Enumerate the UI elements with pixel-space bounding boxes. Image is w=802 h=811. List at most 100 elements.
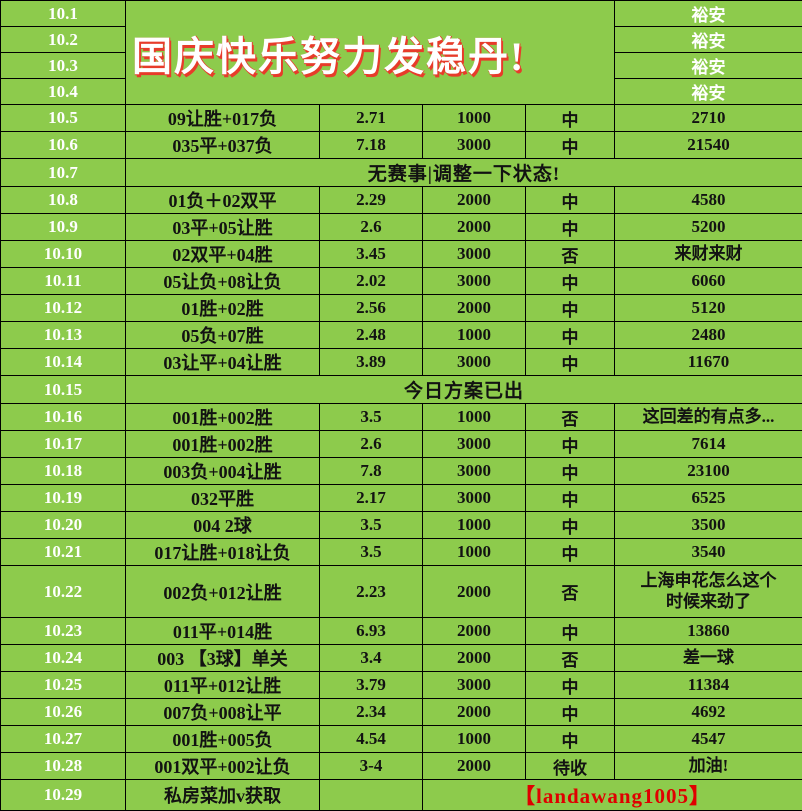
holiday-banner-title: 国庆快乐努力发稳丹! — [126, 1, 615, 105]
bet-cell: 007负+008让平 — [126, 699, 320, 726]
odds-cell: 2.29 — [320, 187, 423, 214]
footer-contact-cell: 私房菜加v获取 — [126, 780, 320, 811]
result-cell: 中 — [526, 187, 615, 214]
notice-cell: 今日方案已出 — [126, 376, 802, 404]
payout-cell: 差一球 — [615, 645, 802, 672]
date-cell: 10.26 — [1, 699, 126, 726]
payout-cell: 加油! — [615, 753, 802, 780]
payout-cell: 2480 — [615, 322, 802, 349]
date-cell: 10.7 — [1, 159, 126, 187]
payout-cell: 13860 — [615, 618, 802, 645]
date-cell: 10.23 — [1, 618, 126, 645]
odds-cell: 3-4 — [320, 753, 423, 780]
stake-cell: 3000 — [423, 241, 526, 268]
stake-cell: 2000 — [423, 645, 526, 672]
date-cell: 10.18 — [1, 458, 126, 485]
stake-cell: 3000 — [423, 132, 526, 159]
odds-cell: 7.8 — [320, 458, 423, 485]
stake-cell: 1000 — [423, 512, 526, 539]
odds-cell: 3.79 — [320, 672, 423, 699]
payout-cell: 5200 — [615, 214, 802, 241]
bet-cell: 032平胜 — [126, 485, 320, 512]
odds-cell: 6.93 — [320, 618, 423, 645]
result-cell: 中 — [526, 268, 615, 295]
payout-cell: 这回差的有点多... — [615, 404, 802, 431]
odds-cell: 3.4 — [320, 645, 423, 672]
result-cell: 中 — [526, 512, 615, 539]
odds-cell: 3.45 — [320, 241, 423, 268]
odds-cell: 3.5 — [320, 539, 423, 566]
result-cell: 中 — [526, 295, 615, 322]
bet-cell: 004 2球 — [126, 512, 320, 539]
date-cell: 10.6 — [1, 132, 126, 159]
odds-cell: 7.18 — [320, 132, 423, 159]
stake-cell: 2000 — [423, 618, 526, 645]
payout-cell: 11670 — [615, 349, 802, 376]
signature-cell: 裕安 — [615, 27, 802, 53]
odds-cell: 2.48 — [320, 322, 423, 349]
date-cell: 10.11 — [1, 268, 126, 295]
stake-cell: 3000 — [423, 349, 526, 376]
payout-cell: 6060 — [615, 268, 802, 295]
stake-cell: 2000 — [423, 187, 526, 214]
result-cell: 中 — [526, 485, 615, 512]
stake-cell: 2000 — [423, 699, 526, 726]
result-cell: 待收 — [526, 753, 615, 780]
bet-cell: 05让负+08让负 — [126, 268, 320, 295]
result-cell: 中 — [526, 132, 615, 159]
payout-cell: 4580 — [615, 187, 802, 214]
odds-cell: 2.17 — [320, 485, 423, 512]
stake-cell: 3000 — [423, 268, 526, 295]
payout-cell: 21540 — [615, 132, 802, 159]
result-cell: 中 — [526, 699, 615, 726]
odds-cell: 3.5 — [320, 404, 423, 431]
date-cell: 10.4 — [1, 79, 126, 105]
bet-cell: 02双平+04胜 — [126, 241, 320, 268]
payout-cell: 上海申花怎么这个 时候来劲了 — [615, 566, 802, 618]
stake-cell: 1000 — [423, 539, 526, 566]
bet-cell: 017让胜+018让负 — [126, 539, 320, 566]
result-cell: 中 — [526, 726, 615, 753]
bet-cell: 011平+012让胜 — [126, 672, 320, 699]
date-cell: 10.29 — [1, 780, 126, 811]
date-cell: 10.8 — [1, 187, 126, 214]
bet-cell: 001胜+002胜 — [126, 404, 320, 431]
stake-cell: 2000 — [423, 753, 526, 780]
bet-cell: 001双平+002让负 — [126, 753, 320, 780]
payout-cell: 来财来财 — [615, 241, 802, 268]
result-cell: 否 — [526, 566, 615, 618]
date-cell: 10.10 — [1, 241, 126, 268]
bet-cell: 011平+014胜 — [126, 618, 320, 645]
result-cell: 中 — [526, 539, 615, 566]
payout-cell: 4547 — [615, 726, 802, 753]
stake-cell: 2000 — [423, 566, 526, 618]
bet-cell: 003 【3球】单关 — [126, 645, 320, 672]
bet-cell: 05负+07胜 — [126, 322, 320, 349]
odds-cell: 4.54 — [320, 726, 423, 753]
stake-cell: 2000 — [423, 295, 526, 322]
bet-cell: 03平+05让胜 — [126, 214, 320, 241]
payout-cell: 3540 — [615, 539, 802, 566]
signature-cell: 裕安 — [615, 53, 802, 79]
date-cell: 10.2 — [1, 27, 126, 53]
odds-cell: 2.34 — [320, 699, 423, 726]
odds-cell: 2.6 — [320, 431, 423, 458]
date-cell: 10.17 — [1, 431, 126, 458]
date-cell: 10.27 — [1, 726, 126, 753]
stake-cell: 1000 — [423, 322, 526, 349]
date-cell: 10.28 — [1, 753, 126, 780]
date-cell: 10.3 — [1, 53, 126, 79]
